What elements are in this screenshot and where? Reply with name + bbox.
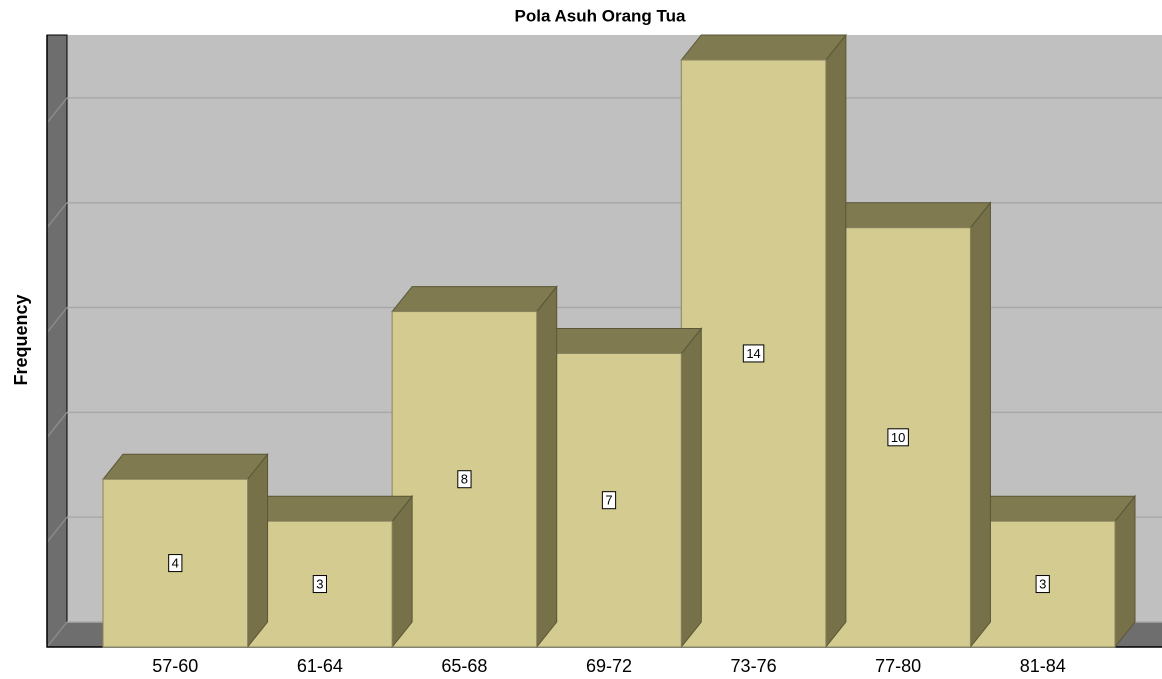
value-label-box [742, 344, 765, 363]
bar-top [535, 328, 703, 354]
value-label-box [457, 470, 472, 489]
bar-side [680, 327, 702, 649]
value-label: 7 [605, 493, 612, 508]
bar-side [1114, 494, 1136, 649]
bar-top [246, 495, 414, 522]
x-tick-label: 81-84 [1020, 656, 1066, 676]
bar-top [824, 202, 992, 229]
chart-title: Pola Asuh Orang Tua [515, 6, 687, 25]
value-label: 3 [1039, 577, 1046, 592]
value-label: 4 [172, 556, 179, 571]
value-label-box [887, 428, 909, 447]
value-label-box [1035, 575, 1050, 594]
x-tick-label: 61-64 [297, 656, 343, 676]
grid-line [46, 621, 68, 648]
value-label: 10 [891, 430, 905, 445]
grid-line [46, 202, 68, 229]
value-label: 3 [316, 577, 323, 592]
bar-side [536, 285, 558, 649]
bar-top [969, 495, 1137, 522]
bar-side [825, 33, 847, 649]
x-tick-label: 73-76 [731, 656, 777, 676]
value-label: 14 [746, 346, 760, 361]
value-label: 8 [461, 472, 468, 487]
y-axis-label: Frequency [11, 294, 31, 385]
bar-top [391, 286, 558, 313]
value-label-box [312, 575, 327, 594]
bar-side [391, 494, 413, 649]
bar-side [969, 201, 991, 649]
bar-side [247, 452, 269, 649]
grid-line [46, 411, 68, 438]
value-label-box [601, 491, 617, 510]
x-tick-label: 65-68 [441, 656, 487, 676]
grid-line [46, 516, 68, 543]
grid-line [46, 97, 68, 124]
x-tick-label: 57-60 [152, 656, 198, 676]
x-tick-label: 69-72 [586, 656, 632, 676]
left-wall [46, 34, 68, 649]
bar-top [101, 453, 269, 480]
x-tick-label: 77-80 [875, 656, 921, 676]
grid-line [46, 307, 68, 334]
bar-top [680, 34, 847, 61]
value-label-box [168, 554, 183, 573]
